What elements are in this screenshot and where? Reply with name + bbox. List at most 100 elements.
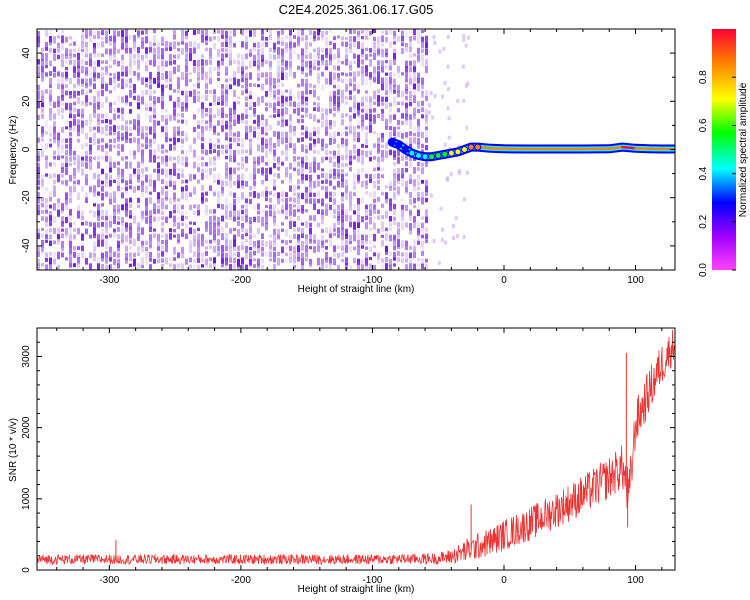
y-tick-label: -20 [21,190,32,205]
spectrogram-cell [65,36,68,43]
spectrogram-cell [293,192,296,196]
spectrogram-cell [197,204,200,210]
spectrogram-cell [397,179,400,184]
spectrogram-cell [121,42,124,50]
spectrogram-cell [465,125,469,130]
spectrogram-cell [77,161,80,169]
spectrogram-cell [281,67,284,73]
spectrogram-cell [257,203,260,210]
spectrogram-cell [109,102,112,108]
spectrogram-cell [169,233,172,240]
spectrogram-cell [177,126,180,135]
spectrogram-cell [209,102,212,107]
spectrogram-cell [273,210,276,218]
spectrogram-cell [221,95,224,103]
spectrogram-cell [456,234,459,238]
spectrogram-cell [361,150,364,156]
spectrogram-cell [85,119,88,126]
spectrogram-cell [53,137,56,144]
spectrogram-cell [385,227,388,232]
spectrogram-cell [337,155,340,164]
spectrogram-cell [141,30,144,35]
spectrogram-cell [325,30,328,35]
spectrogram-cell [193,95,196,104]
spectrogram-cell [417,101,420,107]
spectrogram-cell [149,41,152,49]
spectrogram-cell [45,120,48,128]
spectrogram-cell [133,84,136,91]
spectrogram-cell [165,47,168,51]
spectrogram-cell [109,264,112,270]
spectrogram-cell [345,215,348,222]
spectrogram-cell [273,78,276,84]
spectrogram-cell [413,197,416,204]
spectrogram-cell [37,155,40,162]
spectrogram-cell [373,191,376,199]
spectrogram-cell [249,258,252,266]
spectrogram-cell [413,29,416,36]
spectrogram-cell [277,251,280,256]
spectrogram-cell [405,180,408,186]
spectrogram-cell [37,96,40,100]
spectrogram-cell [233,252,236,257]
signal-track-segment [489,147,506,151]
spectrogram-cell [405,60,408,68]
spectrogram-cell [169,95,172,101]
spectrogram-cell [189,53,192,62]
spectrogram-cell [37,101,40,109]
spectrogram-cell [261,42,264,48]
spectrogram-cell [289,96,292,101]
spectrogram-cell [65,228,68,236]
spectrogram-cell [65,162,68,168]
spectrogram-cell [81,216,84,221]
spectrogram-cell [409,53,412,58]
spectrogram-cell [37,179,40,186]
spectrogram-cell [93,210,96,218]
spectrogram-cell [45,216,48,222]
spectrogram-cell [125,120,128,125]
spectrogram-cell [381,96,384,102]
spectrogram-cell [273,222,276,227]
spectrogram-cell [409,192,412,199]
spectrogram-cell [389,84,392,91]
spectrogram-cell [289,48,292,56]
spectrogram-cell [349,191,352,200]
spectrogram-cell [73,48,76,53]
spectrogram-cell [105,264,108,270]
spectrogram-cell [45,72,48,77]
y-tick-label: 20 [21,95,32,107]
spectrogram-cell [157,168,160,174]
spectrogram-cell [377,48,380,56]
spectrogram-cell [93,72,96,79]
spectrogram-cell [253,270,256,276]
spectrogram-cell [441,227,445,232]
spectrogram-cell [297,119,300,124]
spectrogram-cell [425,227,428,232]
spectrogram-cell [229,53,232,61]
spectrogram-cell [329,156,332,164]
spectrogram-cell [273,108,276,114]
spectrogram-cell [233,192,236,198]
spectrogram-cell [249,247,252,251]
y-tick-label: 0 [21,146,32,152]
spectrogram-cell [241,85,244,89]
spectrogram-cell [73,234,76,240]
spectrogram-cell [389,59,392,66]
spectrogram-cell [121,137,124,141]
spectrogram-cell [57,35,60,39]
spectrogram-cell [381,144,384,148]
spectrogram-cell [397,239,400,247]
spectrogram-cell [89,137,92,143]
spectrogram-cell [249,198,252,205]
spectrogram-cell [413,179,416,187]
spectrogram-cell [317,66,320,71]
spectrogram-cell [417,54,420,62]
spectrogram-cell [269,72,272,80]
spectrogram-cell [325,173,328,181]
spectrogram-cell [257,240,260,248]
spectrogram-cell [325,203,328,211]
spectrogram-cell [377,257,380,265]
spectrogram-cell [265,119,268,127]
spectrogram-cell [401,155,404,161]
spectrogram-cell [149,149,152,158]
